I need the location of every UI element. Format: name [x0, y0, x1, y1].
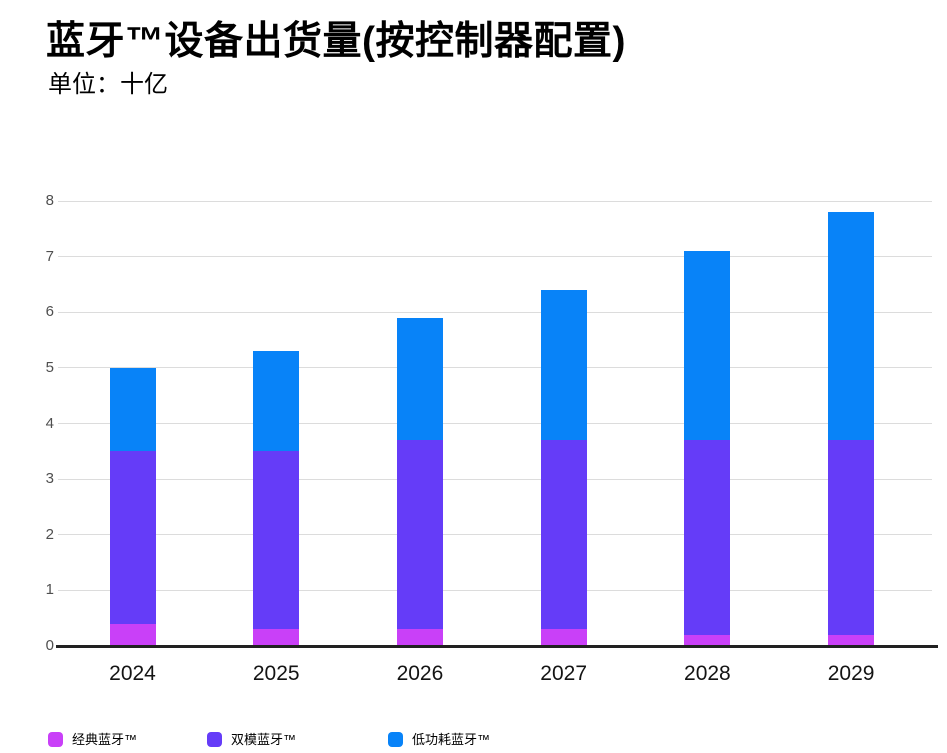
x-axis-tick-2029: 2029 — [827, 662, 875, 685]
y-axis-tick-7: 7 — [45, 247, 54, 265]
bar-segment-2024-series-1 — [109, 451, 156, 624]
y-gridline-4 — [58, 423, 932, 424]
x-axis-tick-2026: 2026 — [396, 662, 444, 685]
bar-segment-2029-series-0 — [828, 634, 875, 646]
bar-segment-2026-series-2 — [396, 317, 443, 441]
chart-unit-subtitle: 单位：十亿 — [48, 71, 168, 98]
bar-segment-2027-series-1 — [540, 440, 587, 630]
x-axis-tick-2024: 2024 — [109, 662, 156, 685]
bar-segment-2029-series-2 — [828, 212, 875, 441]
chart-legend: 经典蓝牙™ 双模蓝牙™ 低功耗蓝牙™ — [0, 730, 947, 753]
legend-swatch-dual-mode-bluetooth — [207, 732, 222, 747]
bar-segment-2028-series-0 — [684, 634, 731, 646]
x-axis-tick-2025: 2025 — [252, 662, 300, 685]
legend-item-low-energy-bluetooth: 低功耗蓝牙™ — [388, 732, 490, 747]
y-axis-tick-0: 0 — [45, 637, 54, 654]
bar-segment-2027-series-0 — [540, 629, 587, 646]
bar-segment-2027-series-2 — [540, 290, 587, 441]
bar-segment-2024-series-2 — [109, 367, 156, 452]
y-gridline-2 — [58, 534, 932, 536]
y-axis-tick-4: 4 — [45, 414, 54, 432]
y-gridline-8 — [58, 200, 932, 202]
bar-segment-2029-series-1 — [828, 440, 875, 635]
legend-label-dual-mode-bluetooth: 双模蓝牙™ — [231, 732, 297, 747]
legend-item-dual-mode-bluetooth: 双模蓝牙™ — [207, 732, 296, 747]
y-axis-tick-1: 1 — [45, 581, 54, 599]
y-axis-tick-5: 5 — [45, 358, 54, 376]
legend-label-low-energy-bluetooth: 低功耗蓝牙™ — [412, 732, 491, 747]
bar-segment-2024-series-0 — [109, 623, 156, 646]
legend-item-classic-bluetooth: 经典蓝牙™ — [48, 732, 137, 747]
y-axis-tick-2: 2 — [45, 525, 54, 543]
bar-segment-2026-series-1 — [396, 440, 443, 630]
bar-segment-2025-series-1 — [253, 451, 300, 630]
legend-swatch-classic-bluetooth — [48, 732, 63, 747]
legend-label-classic-bluetooth: 经典蓝牙™ — [72, 732, 138, 747]
y-axis-tick-8: 8 — [45, 192, 54, 209]
y-gridline-3 — [58, 478, 932, 480]
y-gridline-5 — [58, 367, 932, 369]
bar-segment-2025-series-0 — [253, 629, 300, 646]
y-axis-tick-6: 6 — [45, 303, 54, 321]
legend-swatch-low-energy-bluetooth — [388, 732, 403, 747]
x-axis-tick-2027: 2027 — [540, 662, 588, 685]
chart-title: 蓝牙™设备出货量(按控制器配置) — [46, 20, 626, 63]
y-gridline-7 — [58, 256, 932, 258]
x-axis-tick-2028: 2028 — [684, 662, 731, 685]
y-axis-tick-3: 3 — [45, 470, 54, 488]
bar-segment-2028-series-2 — [684, 251, 731, 441]
y-gridline-1 — [58, 589, 932, 591]
y-gridline-6 — [58, 311, 932, 313]
x-axis-line — [56, 645, 938, 648]
bar-segment-2025-series-2 — [253, 351, 300, 452]
bar-segment-2026-series-0 — [396, 629, 443, 646]
bar-segment-2028-series-1 — [684, 440, 731, 635]
